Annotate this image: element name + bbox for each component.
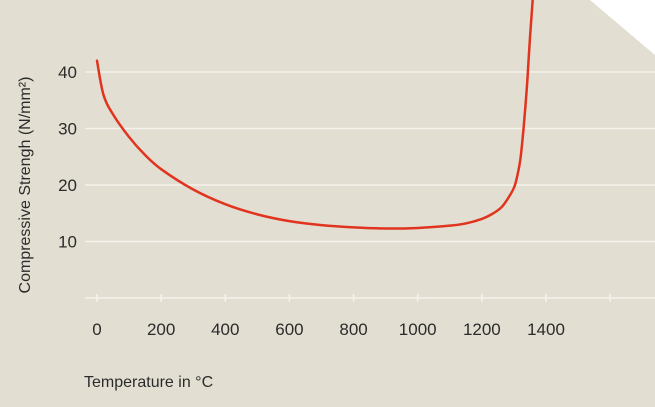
x-tick-label: 1000 (399, 320, 437, 339)
y-tick-label: 20 (58, 176, 77, 195)
y-axis-label: Compressive Strengh (N/mm²) (17, 77, 34, 294)
series-layer (95, 0, 534, 230)
x-tick-label: 600 (275, 320, 303, 339)
gridlines (85, 71, 655, 243)
series-line-0 (95, 0, 534, 230)
y-tick-label: 40 (58, 63, 77, 82)
x-axis: 0 200 400 600 800 1000 1200 1400 (85, 294, 655, 339)
x-tick-label: 1400 (527, 320, 565, 339)
x-tick-label: 1200 (463, 320, 501, 339)
x-tick-label: 0 (92, 320, 101, 339)
x-axis-label: Temperature in °C (84, 374, 213, 391)
y-axis: 10 20 30 40 (58, 63, 77, 252)
y-tick-label: 30 (58, 120, 77, 139)
x-tick-label: 400 (211, 320, 239, 339)
x-tick-label: 200 (147, 320, 175, 339)
x-tick-label: 800 (339, 320, 367, 339)
y-tick-label: 10 (58, 233, 77, 252)
